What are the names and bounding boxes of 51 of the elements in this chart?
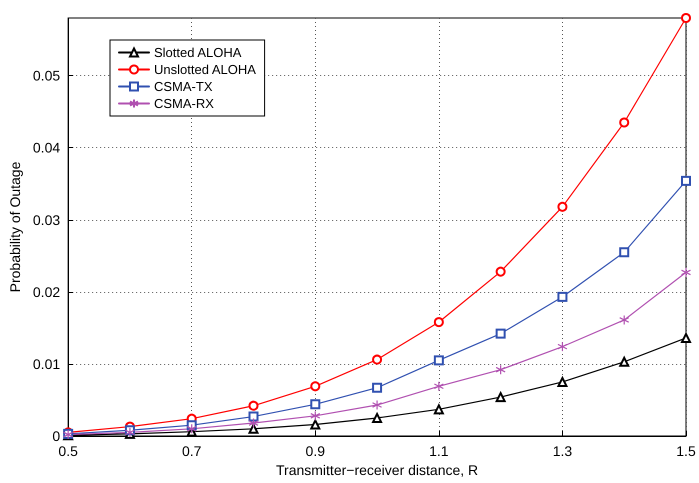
x-tick-label: 1.1 <box>429 443 449 459</box>
point <box>434 317 444 328</box>
point <box>434 355 444 366</box>
x-tick-label: 1.3 <box>552 443 572 459</box>
legend-label: CSMA-TX <box>154 79 213 94</box>
point <box>310 419 320 430</box>
point <box>248 418 259 428</box>
point <box>310 399 320 410</box>
legend-label: Slotted ALOHA <box>154 45 242 60</box>
point <box>372 412 382 423</box>
point <box>372 400 382 410</box>
point <box>372 354 382 365</box>
point <box>680 267 692 278</box>
x-tick-label: 0.5 <box>58 443 78 459</box>
point <box>434 381 444 392</box>
point <box>681 332 691 343</box>
point <box>619 118 630 128</box>
point <box>186 424 197 434</box>
point <box>310 381 320 392</box>
y-tick-label: 0.01 <box>32 356 60 372</box>
y-tick-label: 0.03 <box>32 212 60 228</box>
point <box>619 356 630 367</box>
point <box>681 13 691 23</box>
legend-label: Unslotted ALOHA <box>154 62 256 77</box>
point <box>557 376 568 387</box>
point <box>310 410 320 421</box>
point <box>557 342 568 352</box>
point <box>248 424 259 434</box>
point <box>496 266 506 277</box>
point <box>248 400 259 411</box>
y-axis-title: Probability of Outage <box>7 161 23 292</box>
point <box>619 247 630 258</box>
x-tick-label: 0.9 <box>306 443 326 459</box>
x-axis-title: Transmitter−receiver distance, R <box>276 462 478 478</box>
point <box>557 202 568 212</box>
y-tick-label: 0 <box>52 428 60 444</box>
point <box>619 314 630 326</box>
legend-label: CSMA-RX <box>154 96 214 111</box>
point <box>557 292 568 302</box>
y-tick-label: 0.04 <box>32 140 60 156</box>
point <box>372 382 382 393</box>
point <box>496 328 506 339</box>
point <box>496 364 506 375</box>
point <box>496 392 506 402</box>
x-tick-label: 0.7 <box>182 443 202 459</box>
point <box>248 412 259 422</box>
x-tick-label: 1.5 <box>676 443 696 459</box>
point <box>681 176 691 186</box>
y-tick-label: 0.02 <box>32 284 60 300</box>
y-tick-label: 0.05 <box>32 68 60 84</box>
point <box>434 404 444 414</box>
